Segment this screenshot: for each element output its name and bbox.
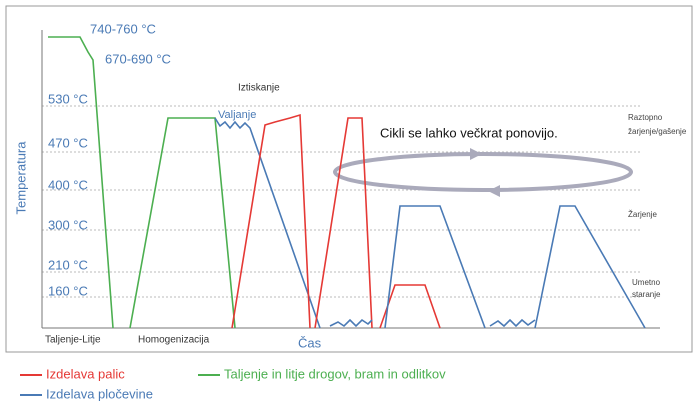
y-label: 530 °C (48, 91, 88, 106)
y-label: 210 °C (48, 257, 88, 272)
annotation: Umetno (632, 278, 661, 287)
arrow (470, 148, 482, 160)
y-axis-title: Temperatura (13, 141, 28, 215)
annotation: Valjanje (218, 109, 256, 121)
x-label: Homogenizacija (138, 335, 210, 346)
legend-label: Izdelava palic (46, 366, 125, 381)
y-label: 470 °C (48, 135, 88, 150)
annotation: Raztopno (628, 113, 663, 122)
top-label: 670-690 °C (105, 51, 171, 66)
cycle-ellipse (333, 152, 633, 192)
legend-label: Taljenje in litje drogov, bram in odlitk… (224, 366, 446, 381)
annotation: Cikli se lahko večkrat ponovijo. (380, 125, 558, 140)
x-label: Taljenje-Litje (45, 335, 101, 346)
y-label: 400 °C (48, 177, 88, 192)
annotation: Iztiskanje (238, 83, 280, 94)
arrow (488, 185, 500, 197)
y-label: 160 °C (48, 283, 88, 298)
top-label: 740-760 °C (90, 21, 156, 36)
legend-label: Izdelava pločevine (46, 386, 153, 401)
annotation: Žarjenje (628, 210, 657, 219)
annotation: žarjenje/gašenje (628, 127, 687, 136)
x-axis-title: Čas (298, 335, 322, 350)
frame (5, 5, 693, 353)
curves (48, 36, 646, 329)
y-label: 300 °C (48, 217, 88, 232)
annotation: staranje (632, 290, 661, 299)
